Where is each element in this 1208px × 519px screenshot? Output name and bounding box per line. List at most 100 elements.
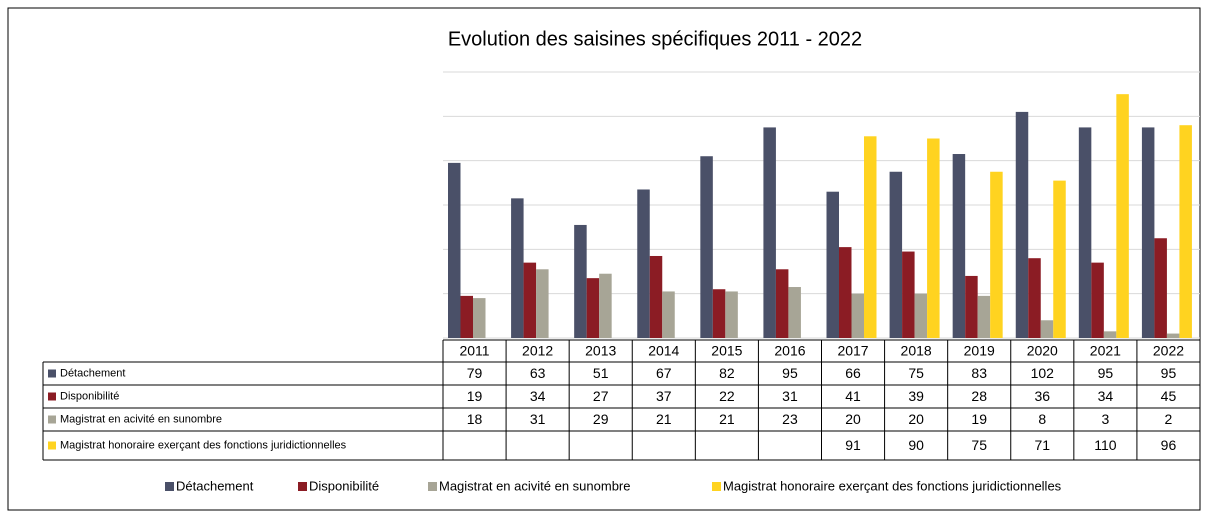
- bar: [712, 289, 726, 338]
- table-value: 21: [719, 411, 735, 427]
- bar: [1179, 125, 1192, 338]
- table-value: 31: [530, 411, 546, 427]
- bar: [1053, 180, 1066, 338]
- frame: [7, 7, 1201, 511]
- table-value: 79: [467, 365, 483, 381]
- table-value: 39: [908, 388, 924, 404]
- x-tick-label: 2021: [1090, 343, 1121, 359]
- x-tick-label: 2018: [901, 343, 932, 359]
- table-value: 19: [971, 411, 987, 427]
- bar: [1078, 127, 1092, 339]
- bar: [523, 262, 537, 338]
- bar: [448, 162, 461, 338]
- bar: [536, 269, 549, 338]
- bar: [1091, 262, 1104, 338]
- legend-swatch: [428, 482, 437, 491]
- chart-title: Evolution des saisines spécifiques 2011 …: [448, 28, 862, 50]
- table-value: 63: [530, 365, 546, 381]
- bar: [1154, 238, 1167, 338]
- bar: [511, 198, 524, 338]
- bar: [637, 189, 650, 338]
- x-tick-label: 2012: [522, 343, 553, 359]
- row-label: Magistrat honoraire exerçant des fonctio…: [60, 439, 347, 451]
- bar: [1040, 320, 1054, 338]
- table-value: 27: [593, 388, 609, 404]
- x-tick-label: 2013: [585, 343, 616, 359]
- bar: [965, 275, 978, 338]
- x-tick-label: 2019: [964, 343, 995, 359]
- x-tick-label: 2014: [648, 343, 679, 359]
- bar: [1015, 111, 1029, 339]
- bar: [914, 293, 928, 338]
- bar: [1141, 127, 1155, 339]
- bar: [927, 138, 940, 338]
- x-tick-label: 2020: [1027, 343, 1058, 359]
- legend-label: Magistrat en acivité en sunombre: [439, 478, 630, 493]
- table-value: 96: [1161, 437, 1177, 453]
- bar: [864, 136, 877, 338]
- legend-swatch: [298, 482, 307, 491]
- table-value: 19: [467, 388, 483, 404]
- x-tick-label: 2016: [774, 343, 805, 359]
- bar: [902, 251, 915, 338]
- bar: [775, 269, 789, 338]
- table-value: 20: [908, 411, 924, 427]
- table-value: 20: [845, 411, 861, 427]
- bar: [1166, 333, 1180, 338]
- legend-swatch: [712, 482, 721, 491]
- row-label: Magistrat en acivité en sunombre: [60, 413, 222, 425]
- table-value: 37: [656, 388, 672, 404]
- bar: [700, 156, 713, 338]
- table-swatch: [48, 415, 56, 424]
- table-value: 51: [593, 365, 609, 381]
- legend-label: Disponibilité: [309, 478, 379, 493]
- bar: [586, 278, 600, 338]
- bar: [574, 224, 587, 338]
- table-value: 91: [845, 437, 861, 453]
- bar: [952, 154, 966, 338]
- legend-swatch: [165, 482, 174, 491]
- bar: [977, 295, 991, 338]
- bar: [649, 255, 663, 338]
- bar: [826, 191, 839, 338]
- table-value: 28: [971, 388, 987, 404]
- bar: [725, 291, 738, 338]
- bar: [788, 287, 801, 338]
- bar: [460, 295, 473, 338]
- x-tick-label: 2022: [1153, 343, 1184, 359]
- table-swatch: [48, 441, 56, 450]
- row-label: Disponibilité: [60, 390, 119, 402]
- bar: [473, 298, 486, 338]
- table-value: 71: [1035, 437, 1051, 453]
- bar: [1028, 258, 1041, 338]
- bar: [889, 171, 903, 338]
- legend-label: Magistrat honoraire exerçant des fonctio…: [723, 478, 1062, 493]
- bar: [851, 293, 864, 338]
- table-value: 82: [719, 365, 735, 381]
- bar: [599, 273, 612, 338]
- table-value: 67: [656, 365, 672, 381]
- table-value: 41: [845, 388, 861, 404]
- bar: [839, 247, 852, 338]
- table-value: 66: [845, 365, 861, 381]
- legend-label: Détachement: [176, 478, 254, 493]
- table-value: 110: [1094, 437, 1117, 453]
- table-value: 95: [1161, 365, 1177, 381]
- bar: [1116, 94, 1129, 339]
- table-value: 21: [656, 411, 672, 427]
- table-value: 22: [719, 388, 735, 404]
- table-value: 45: [1161, 388, 1177, 404]
- bar: [1103, 331, 1117, 338]
- x-tick-label: 2017: [837, 343, 868, 359]
- table-swatch: [48, 369, 56, 378]
- table-value: 75: [971, 437, 987, 453]
- bar: [990, 171, 1003, 338]
- x-tick-label: 2011: [459, 343, 489, 359]
- table-value: 75: [908, 365, 924, 381]
- table-value: 2: [1165, 411, 1173, 427]
- row-label: Détachement: [60, 367, 125, 379]
- table-value: 34: [530, 388, 546, 404]
- bar: [662, 291, 675, 338]
- table-value: 3: [1101, 411, 1109, 427]
